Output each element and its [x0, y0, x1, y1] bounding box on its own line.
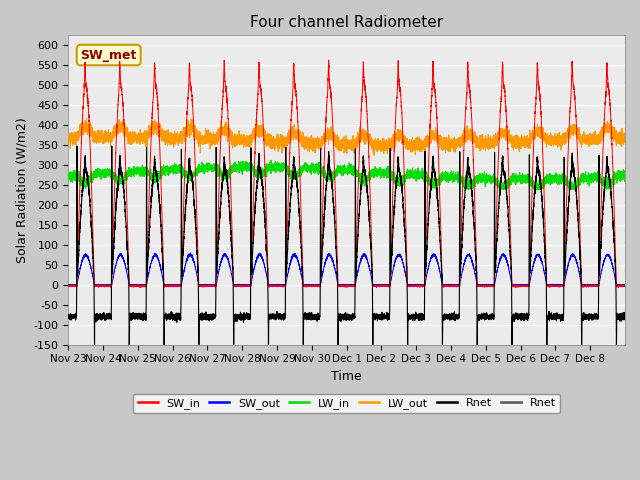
Title: Four channel Radiometer: Four channel Radiometer [250, 15, 444, 30]
Y-axis label: Solar Radiation (W/m2): Solar Radiation (W/m2) [15, 117, 28, 263]
Legend: SW_in, SW_out, LW_in, LW_out, Rnet, Rnet: SW_in, SW_out, LW_in, LW_out, Rnet, Rnet [133, 394, 560, 413]
Text: SW_met: SW_met [81, 48, 137, 61]
X-axis label: Time: Time [332, 370, 362, 383]
